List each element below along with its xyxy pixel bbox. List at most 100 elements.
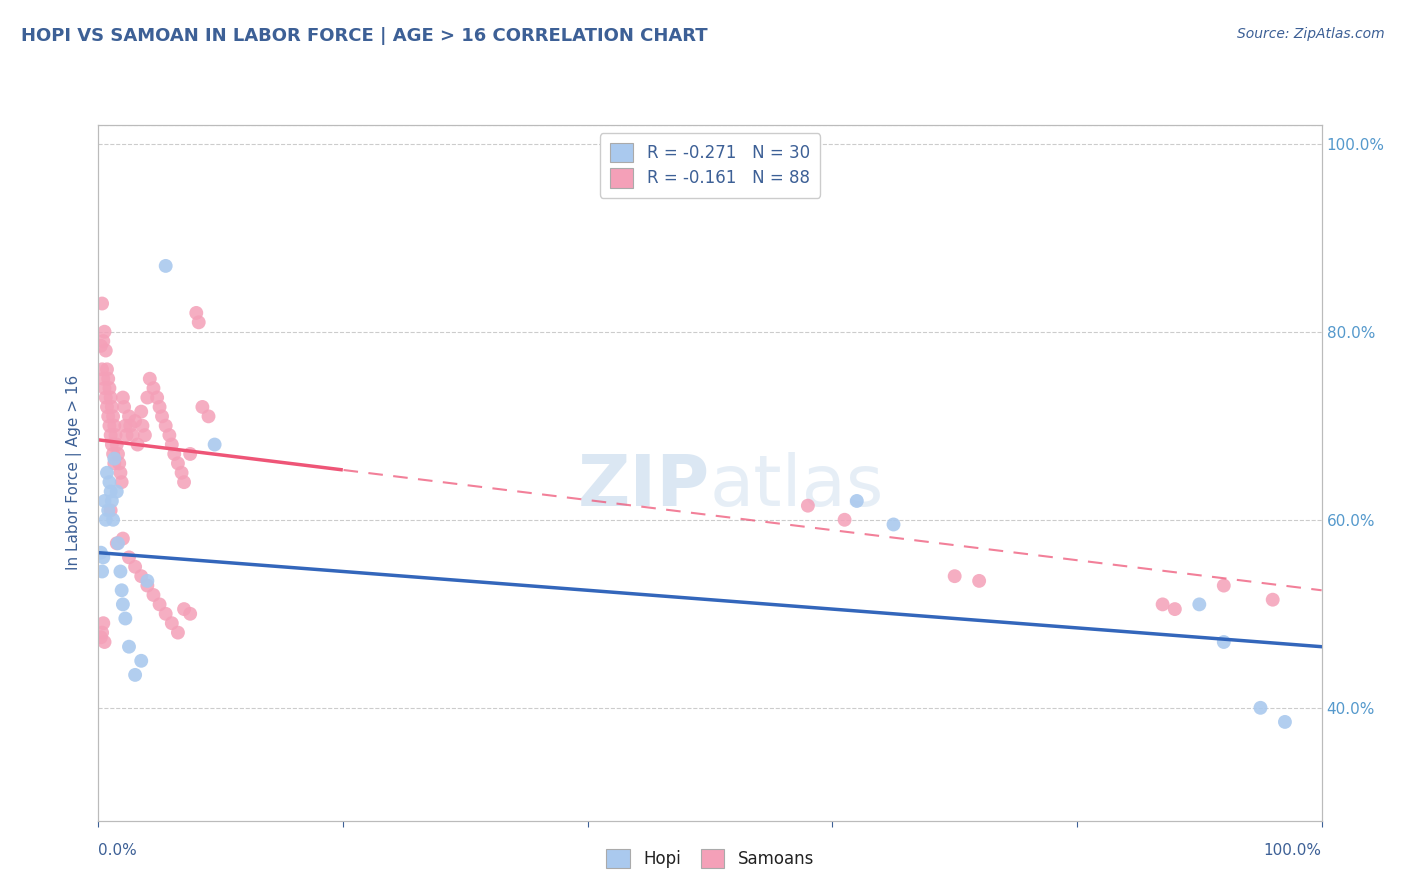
Point [1274,714,1296,729]
Point [90,546,112,560]
Point [134,428,156,442]
Point [142,588,165,602]
Point [91,550,114,565]
Point [155,259,177,273]
Point [120,418,142,433]
Point [112,400,135,414]
Point [90,339,112,353]
Point [110,565,132,579]
Point [104,428,127,442]
Point [797,499,820,513]
Point [100,391,122,405]
Point [93,494,115,508]
Point [191,400,214,414]
Text: 100.0%: 100.0% [1264,843,1322,858]
Y-axis label: In Labor Force | Age > 16: In Labor Force | Age > 16 [66,376,83,570]
Point [127,437,149,451]
Point [967,574,990,588]
Text: atlas: atlas [710,452,884,521]
Point [124,559,146,574]
Point [94,391,117,405]
Point [834,513,856,527]
Point [100,428,122,442]
Point [179,607,201,621]
Legend: Hopi, Samoans: Hopi, Samoans [599,842,821,875]
Point [160,616,183,631]
Point [91,625,114,640]
Point [91,372,114,386]
Point [146,391,169,405]
Point [142,381,165,395]
Point [170,466,193,480]
Point [115,428,138,442]
Point [1261,592,1284,607]
Text: ZIP: ZIP [578,452,710,521]
Point [129,404,152,418]
Point [149,598,172,612]
Point [157,428,180,442]
Point [150,409,173,424]
Point [179,447,201,461]
Point [105,484,128,499]
Point [110,466,132,480]
Point [114,418,136,433]
Point [129,569,152,583]
Point [136,391,159,405]
Point [111,475,134,490]
Point [101,400,124,414]
Point [1188,598,1211,612]
Point [103,456,125,470]
Point [187,315,209,329]
Point [91,334,114,348]
Point [118,550,141,565]
Point [131,418,153,433]
Point [91,616,114,631]
Text: 0.0%: 0.0% [98,843,138,858]
Point [111,583,134,598]
Point [97,409,120,424]
Point [1212,578,1234,592]
Point [101,409,124,424]
Point [111,532,134,546]
Point [101,437,124,451]
Point [108,456,131,470]
Point [163,447,186,461]
Text: HOPI VS SAMOAN IN LABOR FORCE | AGE > 16 CORRELATION CHART: HOPI VS SAMOAN IN LABOR FORCE | AGE > 16… [21,27,707,45]
Point [155,418,177,433]
Point [160,437,183,451]
Point [97,372,120,386]
Point [114,611,136,625]
Point [167,456,190,470]
Point [105,437,128,451]
Point [101,447,124,461]
Point [118,409,141,424]
Point [107,536,129,550]
Point [98,381,121,395]
Point [103,451,125,466]
Point [186,306,208,320]
Point [124,414,146,428]
Point [121,428,143,442]
Point [136,574,159,588]
Point [167,625,190,640]
Point [90,630,112,644]
Point [100,484,122,499]
Point [1212,635,1234,649]
Point [197,409,219,424]
Point [96,362,118,376]
Point [943,569,966,583]
Point [91,362,114,376]
Point [118,640,141,654]
Point [98,475,121,490]
Point [1152,598,1174,612]
Point [93,325,115,339]
Point [883,517,905,532]
Point [96,466,118,480]
Point [98,418,121,433]
Point [111,598,134,612]
Point [96,400,118,414]
Point [1249,701,1271,715]
Point [103,418,125,433]
Point [173,602,195,616]
Point [101,494,124,508]
